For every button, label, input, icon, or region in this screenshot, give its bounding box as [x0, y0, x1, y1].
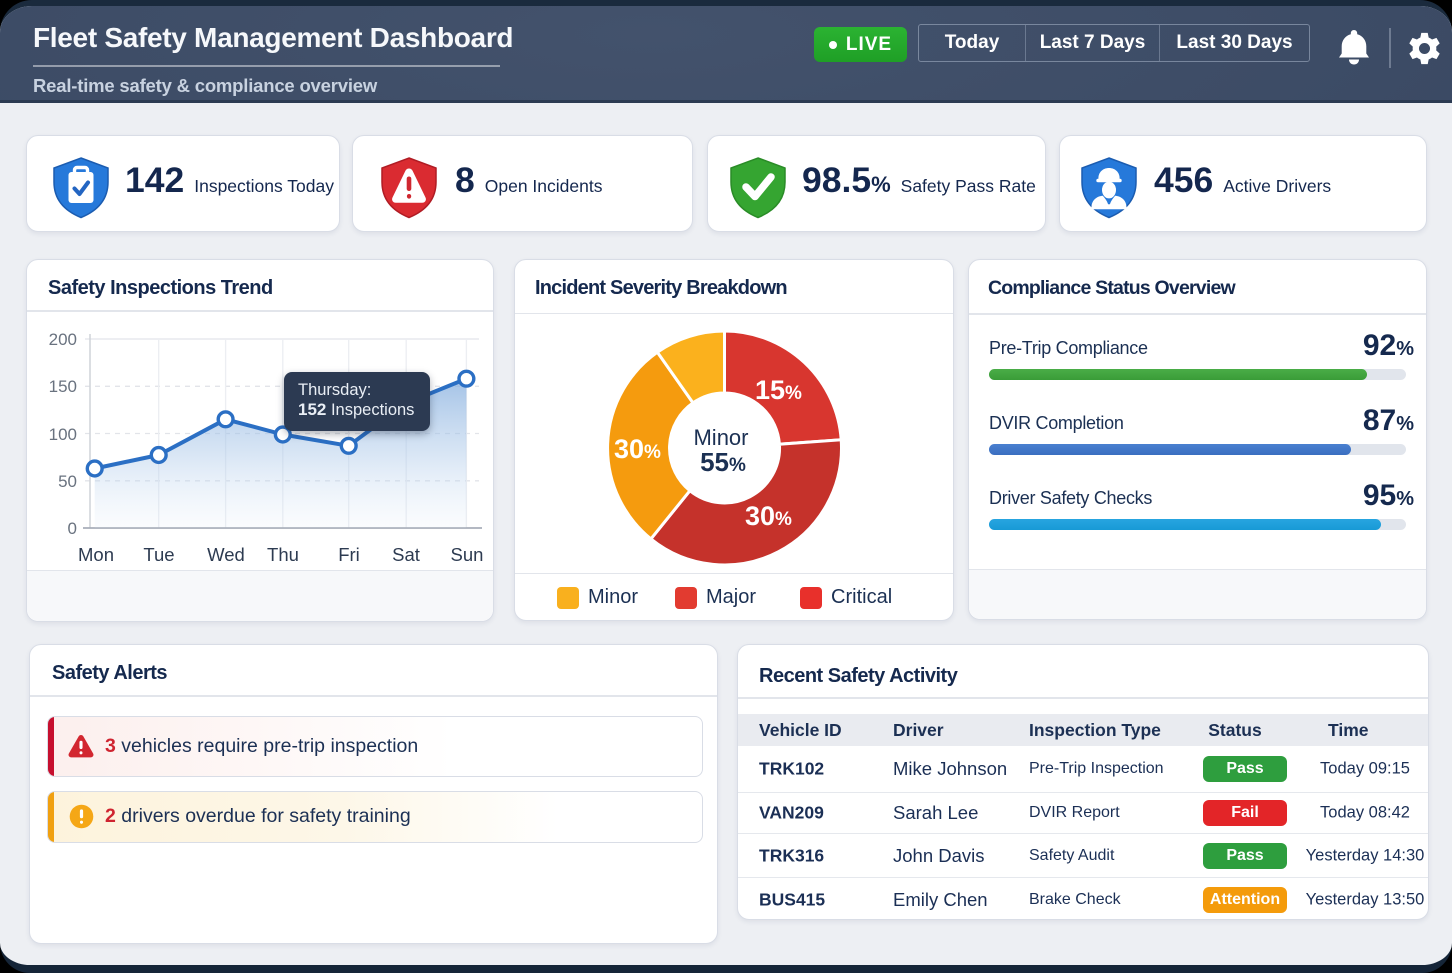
- svg-text:Sat: Sat: [392, 544, 420, 565]
- svg-text:Fri: Fri: [338, 544, 360, 565]
- svg-text:15%: 15%: [755, 375, 802, 405]
- svg-text:50: 50: [58, 472, 77, 491]
- svg-text:0: 0: [68, 519, 77, 538]
- svg-text:Mon: Mon: [78, 544, 114, 565]
- svg-text:Thu: Thu: [267, 544, 299, 565]
- svg-text:150: 150: [49, 377, 77, 396]
- svg-text:100: 100: [49, 425, 77, 444]
- svg-text:Wed: Wed: [207, 544, 245, 565]
- svg-text:Minor: Minor: [693, 425, 748, 450]
- svg-text:Tue: Tue: [143, 544, 174, 565]
- svg-text:200: 200: [49, 330, 77, 349]
- svg-text:55%: 55%: [700, 447, 746, 477]
- svg-text:Sun: Sun: [451, 544, 484, 565]
